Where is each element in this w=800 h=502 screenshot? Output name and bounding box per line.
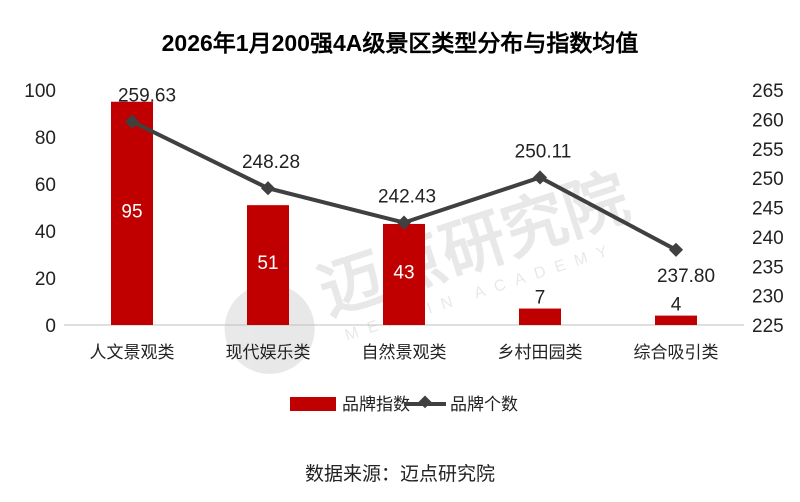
- line-point: [396, 215, 412, 230]
- bar-value-label: 95: [121, 201, 142, 222]
- legend: 品牌指数 品牌个数: [290, 395, 518, 414]
- right-tick-label: 250: [752, 169, 784, 190]
- right-tick-label: 235: [752, 257, 784, 278]
- left-tick-label: 20: [35, 269, 56, 290]
- legend-bar-label: 品牌指数: [342, 395, 410, 414]
- right-tick-label: 225: [752, 316, 784, 337]
- bar: [383, 223, 425, 325]
- left-axis: 0 20 40 60 80 100: [24, 81, 56, 337]
- line-value-label: 242.43: [378, 187, 436, 208]
- bar: [111, 101, 153, 325]
- source-note: 数据来源：迈点研究院: [305, 463, 495, 485]
- bar: [655, 315, 697, 325]
- line-point: [260, 181, 276, 196]
- bar: [247, 205, 289, 325]
- right-tick-label: 230: [752, 287, 784, 308]
- right-tick-label: 240: [752, 228, 784, 249]
- line-value-label: 248.28: [242, 152, 300, 173]
- legend-line-marker: [418, 395, 432, 409]
- left-tick-label: 0: [45, 316, 56, 337]
- line-value-label: 250.11: [515, 141, 572, 162]
- bar-value-label: 7: [535, 288, 546, 309]
- bar-value-label: 4: [671, 295, 682, 316]
- line-value-label: 237.80: [657, 266, 715, 287]
- category-label: 乡村田园类: [498, 343, 583, 362]
- right-tick-label: 245: [752, 199, 784, 220]
- bar-value-label: 51: [257, 253, 278, 274]
- bars: 95 51 43 7 4: [111, 101, 697, 325]
- left-tick-label: 100: [24, 81, 56, 102]
- left-tick-label: 40: [35, 222, 56, 243]
- category-label: 人文景观类: [90, 343, 175, 362]
- bar: [519, 308, 561, 325]
- bar-value-label: 43: [393, 262, 414, 283]
- line-point: [668, 242, 684, 257]
- left-tick-label: 80: [35, 128, 56, 149]
- category-label: 自然景观类: [362, 343, 447, 362]
- category-label: 综合吸引类: [634, 343, 719, 362]
- chart-title: 2026年1月200强4A级景区类型分布与指数均值: [162, 30, 639, 56]
- line-series: 259.63 248.28 242.43 250.11 237.80: [118, 86, 715, 287]
- legend-bar-swatch: [290, 397, 336, 411]
- right-axis: 225 230 235 240 245 250 255 260 265: [752, 81, 784, 337]
- x-axis-labels: 人文景观类 现代娱乐类 自然景观类 乡村田园类 综合吸引类: [90, 343, 719, 362]
- left-tick-label: 60: [35, 175, 56, 196]
- right-tick-label: 255: [752, 140, 784, 161]
- line-value-label: 259.63: [118, 86, 176, 107]
- legend-line-label: 品牌个数: [450, 395, 518, 414]
- category-label: 现代娱乐类: [226, 343, 311, 362]
- line-point: [532, 170, 548, 185]
- right-tick-label: 265: [752, 81, 784, 102]
- right-tick-label: 260: [752, 110, 784, 131]
